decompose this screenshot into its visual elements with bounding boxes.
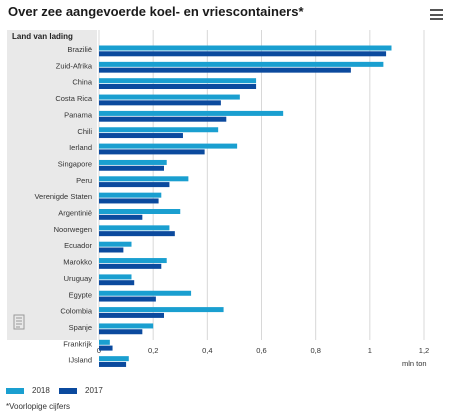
bar-2017 (99, 116, 227, 122)
category-label: Uruguay (64, 274, 93, 283)
bar-2018 (99, 274, 132, 280)
bar-2018 (99, 78, 257, 84)
category-header: Land van lading (12, 32, 73, 41)
bar-2017 (99, 296, 156, 302)
document-icon (13, 314, 25, 330)
bar-2018 (99, 307, 224, 313)
bar-2018 (99, 143, 238, 149)
bar-2018 (99, 323, 154, 329)
legend-label-2018: 2018 (32, 386, 50, 395)
category-label: Egypte (69, 290, 92, 299)
bar-2017 (99, 280, 135, 286)
category-label: Colombia (60, 307, 93, 316)
x-tick-label: 0,8 (310, 346, 320, 355)
bar-2017 (99, 165, 164, 171)
bar-2017 (99, 345, 113, 351)
bar-2018 (99, 258, 167, 264)
bar-2017 (99, 100, 221, 106)
bar-2017 (99, 312, 164, 318)
legend-item-2017[interactable]: 2017 (59, 386, 103, 395)
category-label: Ierland (69, 143, 92, 152)
x-tick-label: 0,4 (202, 346, 212, 355)
bar-2018 (99, 110, 284, 116)
category-label: Chili (77, 127, 92, 136)
x-tick-label: 0,6 (256, 346, 266, 355)
bar-2018 (99, 127, 219, 133)
x-unit-label: mln ton (402, 359, 427, 368)
bar-2017 (99, 198, 159, 204)
category-label: Panama (64, 110, 93, 119)
bar-2018 (99, 45, 392, 51)
category-label: Peru (76, 176, 92, 185)
bar-2018 (99, 209, 181, 214)
category-label: Noorwegen (54, 225, 92, 234)
bar-2017 (99, 231, 175, 237)
bar-2018 (99, 339, 110, 345)
category-label: IJsland (68, 356, 92, 365)
footnote: *Voorlopige cijfers (6, 402, 71, 411)
legend-item-2018[interactable]: 2018 (6, 386, 50, 395)
category-label: Costa Rica (55, 94, 93, 103)
bar-2018 (99, 241, 132, 247)
bar-2018 (99, 192, 162, 198)
bar-2018 (99, 176, 189, 182)
category-label: Singapore (58, 159, 92, 168)
bar-2018 (99, 225, 170, 231)
x-tick-label: 0,2 (148, 346, 158, 355)
category-label: Frankrijk (63, 339, 92, 348)
bar-2017 (99, 51, 387, 57)
bar-2017 (99, 329, 143, 335)
legend-swatch-2018 (6, 387, 24, 394)
bar-2017 (99, 182, 170, 188)
bar-2018 (99, 356, 129, 362)
bar-2017 (99, 247, 124, 253)
x-tick-label: 1,2 (419, 346, 429, 355)
category-label: Spanje (69, 323, 92, 332)
category-label: Ecuador (64, 241, 92, 250)
legend-swatch-2017 (59, 387, 77, 394)
bar-2017 (99, 214, 143, 220)
bar-2018 (99, 94, 240, 100)
category-panel (7, 30, 97, 340)
category-label: Marokko (63, 258, 92, 267)
category-label: Argentinië (58, 209, 92, 218)
bar-2018 (99, 61, 384, 67)
bar-2017 (99, 133, 183, 139)
hamburger-menu-icon[interactable] (430, 9, 443, 20)
bar-2017 (99, 67, 351, 73)
bar-2018 (99, 159, 167, 165)
bar-2017 (99, 149, 205, 155)
legend-label-2017: 2017 (85, 386, 103, 395)
x-tick-label: 1 (368, 346, 372, 355)
category-label: Verenigde Staten (34, 192, 92, 201)
chart-title: Over zee aangevoerde koel- en vriesconta… (8, 4, 304, 19)
bar-2017 (99, 84, 257, 89)
category-label: Zuid-Afrika (56, 61, 93, 70)
bar-2017 (99, 361, 127, 367)
bar-2018 (99, 290, 192, 296)
bar-2017 (99, 263, 162, 269)
category-label: China (72, 78, 92, 87)
category-label: Brazilië (67, 45, 92, 54)
